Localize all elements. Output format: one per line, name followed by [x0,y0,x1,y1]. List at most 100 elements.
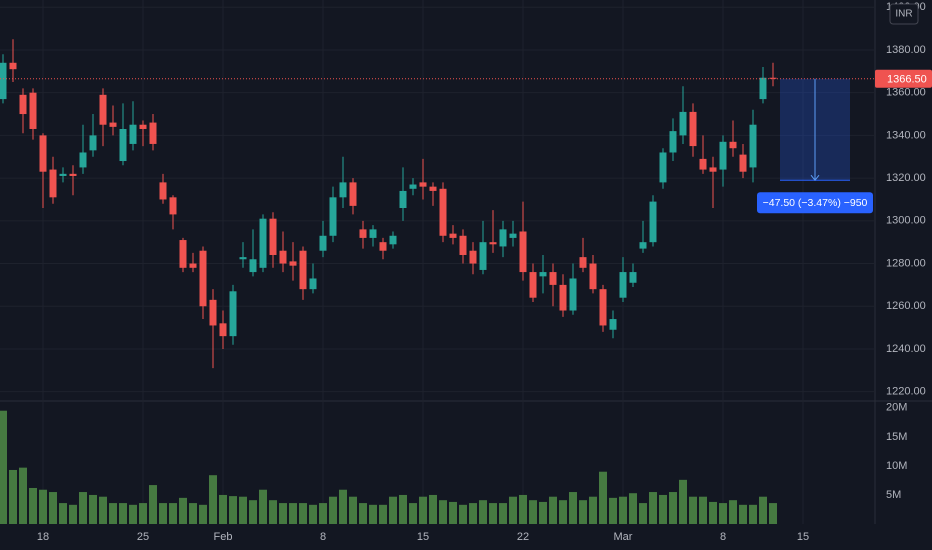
volume-bar [109,503,117,524]
volume-bar [709,501,717,524]
volume-bar [469,503,477,524]
volume-bar [429,494,437,524]
y-tick-label: 1280.00 [886,257,926,269]
candle-body [419,182,427,187]
volume-bar [419,496,427,524]
x-tick-label: 15 [797,531,809,543]
volume-bar [549,496,557,524]
candle-body [309,278,317,290]
volume-bar [569,492,577,524]
candle-body [119,128,127,162]
candle-body [299,250,307,290]
candle-body [449,233,457,238]
candle-body [619,272,627,298]
candle-body [239,257,247,260]
candle-body [149,122,157,144]
volume-bar [79,492,87,524]
volume-bar [19,467,27,524]
volume-bar [139,503,147,524]
y-tick-label: 1240.00 [886,343,926,355]
currency-label: INR [895,9,912,20]
candle-body [9,62,17,70]
y-tick-label: 1380.00 [886,44,926,56]
candle-body [539,272,547,277]
volume-bar [449,501,457,524]
candle-body [609,319,617,330]
volume-bar [559,500,567,524]
candle-body [159,182,167,200]
y-tick-label: 1260.00 [886,300,926,312]
candle-body [469,250,477,264]
candle-body [319,235,327,251]
volume-bar [89,494,97,524]
candle-body [659,152,667,183]
x-tick-label: Mar [614,531,633,543]
candle-body [649,201,657,243]
measure-label-box [757,192,873,214]
last-price-label: 1366.50 [887,74,927,86]
volume-bar [739,504,747,524]
volume-bar [209,475,217,524]
volume-bar [529,500,537,524]
measure-label: −47.50 (−3.47%) −950 [763,197,868,209]
y2-tick-label: 5M [886,489,901,501]
volume-bar [189,503,197,524]
candle-body [399,190,407,209]
candle-body [569,278,577,311]
volume-bar [499,503,507,524]
candle-body [739,154,747,172]
y-tick-label: 1340.00 [886,129,926,141]
volume-bar [29,487,37,524]
candle-body [339,182,347,198]
candle-body [439,188,447,236]
x-tick-label: 25 [137,531,149,543]
candle-body [269,218,277,255]
volume-bar [369,504,377,524]
volume-bar [319,503,327,524]
candle-body [19,94,27,115]
volume-bar [759,496,767,524]
y-tick-label: 1220.00 [886,386,926,398]
volume-bar [119,503,127,524]
volume-bar [179,497,187,524]
volume-bar [269,500,277,524]
candle-body [359,229,367,238]
marks [0,39,777,524]
candle-body [369,229,377,238]
candle-body [769,77,777,79]
candle-body [79,152,87,168]
candle-body [679,111,687,136]
measure-arrow-head [810,174,820,182]
volume-bar [69,504,77,524]
candle-body [219,323,227,337]
volume-bar [729,500,737,524]
y-tick-label: 1360.00 [886,87,926,99]
y2-tick-label: 10M [886,460,907,472]
x-tick-label: 8 [320,531,326,543]
candle-body [579,257,587,268]
volume-bar [39,489,47,524]
volume-bar [149,485,157,524]
candle-body [199,250,207,307]
volume-bar [459,504,467,524]
volume-bar [279,503,287,524]
y-tick-label: 1300.00 [886,215,926,227]
volume-bar [99,496,107,524]
candle-body [479,242,487,270]
candle-body [99,94,107,125]
candle-body [349,182,357,206]
volume-bar [379,504,387,524]
volume-bar [259,489,267,524]
candle-body [389,235,397,245]
candle-body [409,184,417,189]
candle-body [259,218,267,268]
volume-bar [439,500,447,524]
candle-body [69,173,77,176]
volume-bar [589,496,597,524]
volume-bar [159,503,167,524]
candle-body [749,124,757,168]
candle-body [529,272,537,298]
volume-bar [399,494,407,524]
candle-body [0,62,7,100]
